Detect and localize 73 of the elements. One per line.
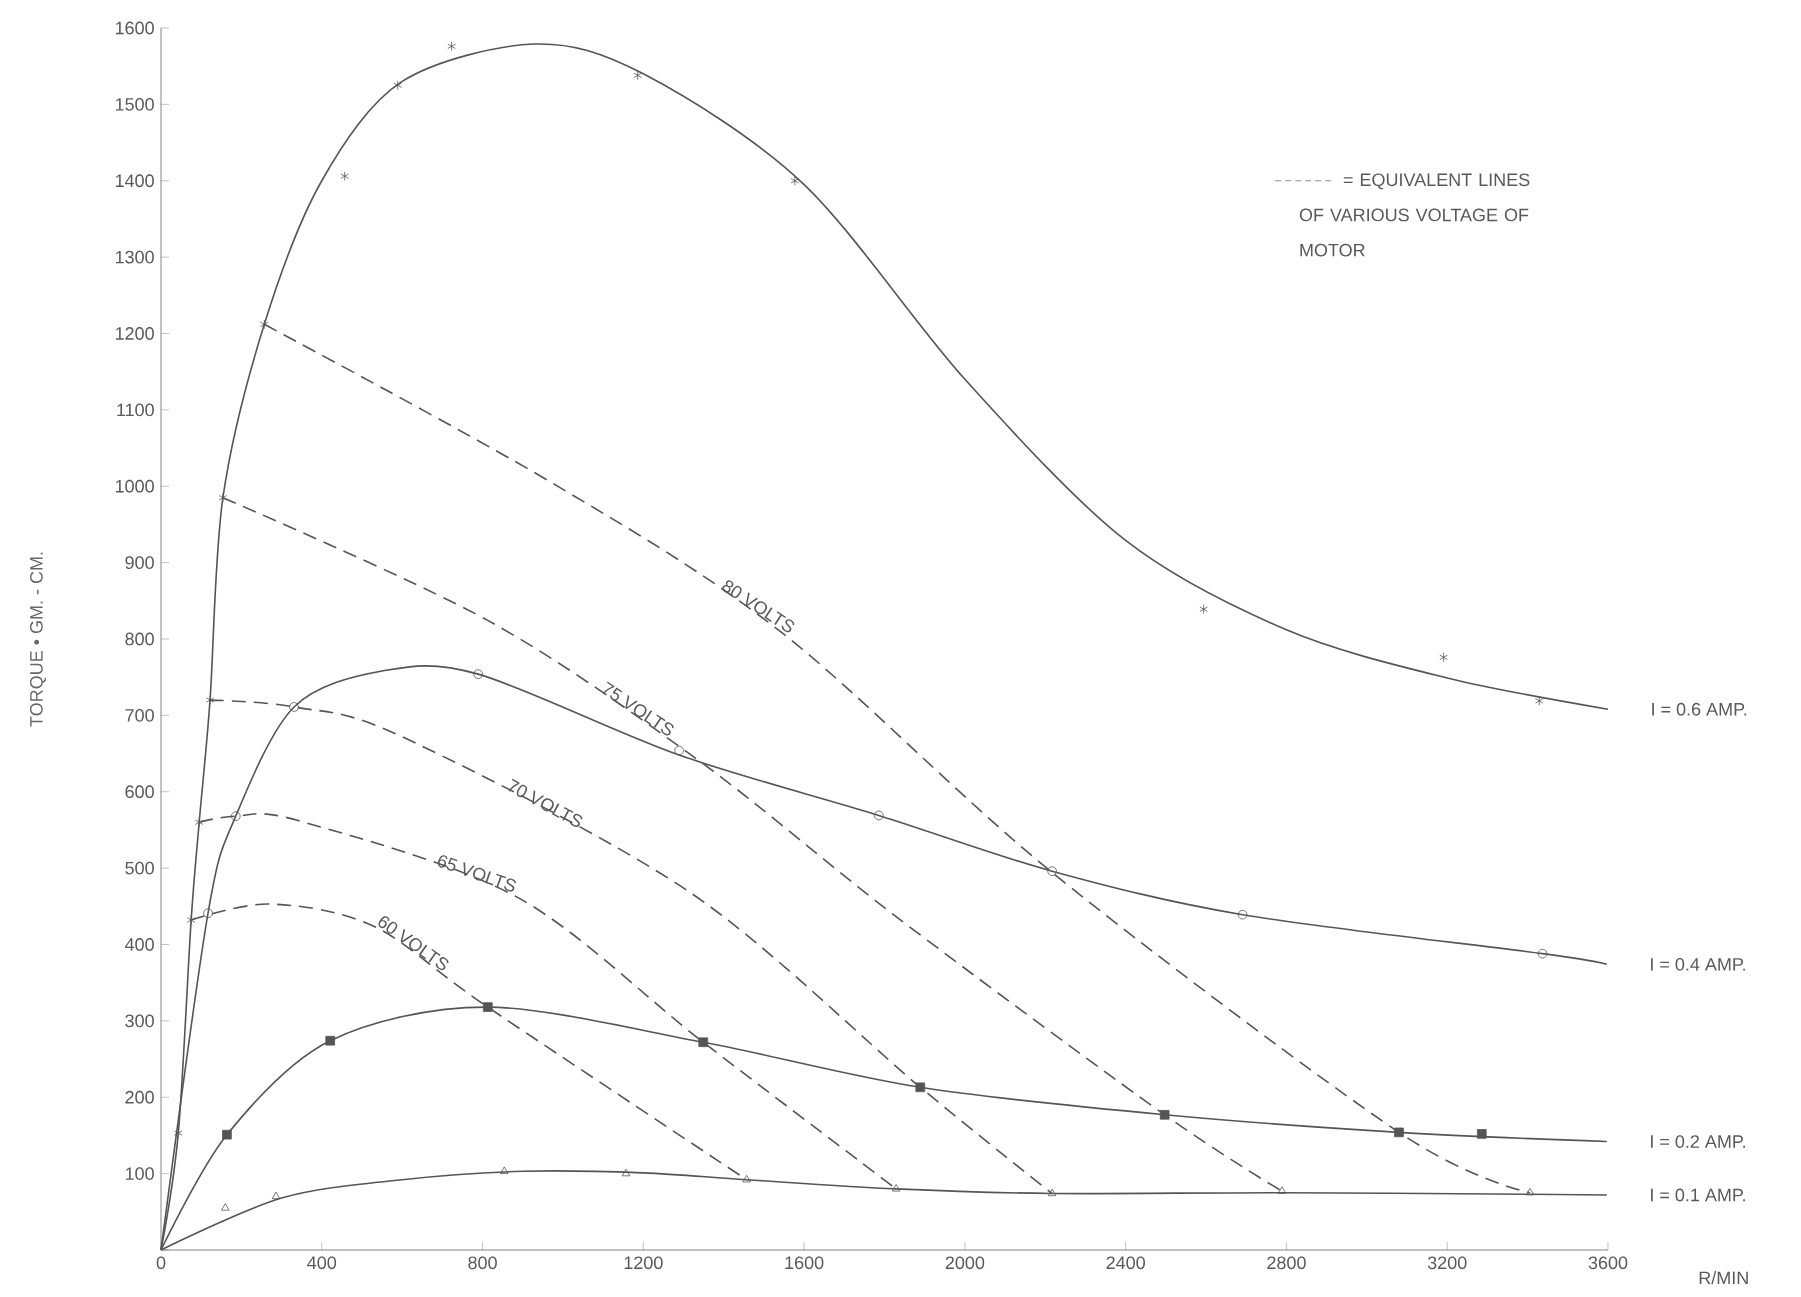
point bbox=[633, 70, 642, 81]
y-tick-label: 900 bbox=[125, 556, 154, 569]
point bbox=[1047, 1188, 1057, 1197]
y-tick-label: 1300 bbox=[115, 250, 154, 264]
point bbox=[221, 1203, 230, 1211]
y-tick-label: 800 bbox=[125, 632, 154, 646]
point bbox=[325, 1035, 336, 1046]
x-tick-label: 0 bbox=[156, 1256, 166, 1270]
y-tick-label: 1500 bbox=[115, 97, 154, 111]
point bbox=[874, 810, 884, 821]
point bbox=[473, 669, 483, 679]
x-tick-label: 400 bbox=[307, 1256, 337, 1270]
point bbox=[500, 1166, 509, 1174]
y-tick-label: 100 bbox=[125, 1167, 154, 1180]
point bbox=[1535, 696, 1544, 706]
point bbox=[230, 811, 241, 821]
point bbox=[1277, 1186, 1287, 1194]
text: I = 0.2 AMP. bbox=[1651, 1135, 1745, 1148]
x-tick-label: 2000 bbox=[945, 1256, 985, 1270]
point bbox=[1394, 1127, 1404, 1138]
point bbox=[1476, 1129, 1487, 1139]
x-tick-label: 1600 bbox=[785, 1256, 824, 1270]
point bbox=[742, 1174, 751, 1183]
point bbox=[289, 702, 299, 712]
text: 65 VOLTS bbox=[437, 855, 516, 892]
point bbox=[482, 1002, 493, 1012]
y-tick-label: 500 bbox=[125, 861, 154, 875]
point bbox=[194, 817, 204, 828]
point bbox=[222, 1129, 232, 1140]
point bbox=[621, 1168, 631, 1177]
point bbox=[1047, 866, 1057, 876]
point bbox=[271, 1191, 281, 1200]
y-tick-label: 1400 bbox=[115, 174, 154, 188]
x-axis-title: R/MIN bbox=[1699, 1271, 1748, 1285]
point bbox=[1439, 652, 1448, 663]
point bbox=[891, 1184, 901, 1192]
point bbox=[447, 41, 456, 52]
x-tick-label: 3600 bbox=[1588, 1256, 1628, 1270]
y-axis-title: TORQUE • GM. - CM. bbox=[30, 552, 46, 727]
point bbox=[186, 915, 196, 925]
point bbox=[340, 171, 349, 181]
y-tick-label: 1200 bbox=[115, 327, 154, 340]
y-tick-label: 400 bbox=[124, 938, 154, 951]
point bbox=[203, 908, 213, 918]
point bbox=[260, 319, 269, 330]
x-tick-label: 3200 bbox=[1427, 1256, 1467, 1270]
point bbox=[1199, 604, 1208, 614]
text: I = 0.4 AMP. bbox=[1651, 957, 1745, 971]
point bbox=[393, 80, 402, 91]
y-tick-label: 600 bbox=[125, 785, 154, 799]
y-tick-label: 300 bbox=[125, 1014, 154, 1028]
point bbox=[205, 695, 215, 705]
point bbox=[1237, 909, 1248, 920]
text: I = 0.1 AMP. bbox=[1651, 1188, 1745, 1202]
x-tick-label: 2400 bbox=[1106, 1256, 1145, 1270]
point bbox=[1159, 1110, 1170, 1120]
point bbox=[218, 492, 228, 503]
y-tick-label: 1100 bbox=[117, 403, 154, 417]
point bbox=[1537, 948, 1548, 959]
y-tick-label: 1600 bbox=[115, 21, 154, 35]
text: = EQUIVALENT LINES OF VARIOUS VOLTAGE OF MOTOR bbox=[1299, 173, 1530, 257]
x-tick-label: 1200 bbox=[624, 1256, 663, 1270]
x-tick-label: 800 bbox=[468, 1256, 497, 1270]
point bbox=[915, 1082, 926, 1093]
point bbox=[1525, 1187, 1535, 1196]
y-tick-label: 200 bbox=[125, 1090, 154, 1104]
point bbox=[674, 745, 684, 756]
y-tick-label: 700 bbox=[125, 708, 154, 722]
x-tick-label: 2800 bbox=[1267, 1256, 1306, 1270]
text: I = 0.6 AMP. bbox=[1652, 702, 1747, 716]
y-tick-label: 1000 bbox=[115, 479, 154, 493]
point bbox=[698, 1037, 709, 1048]
point bbox=[790, 175, 800, 186]
